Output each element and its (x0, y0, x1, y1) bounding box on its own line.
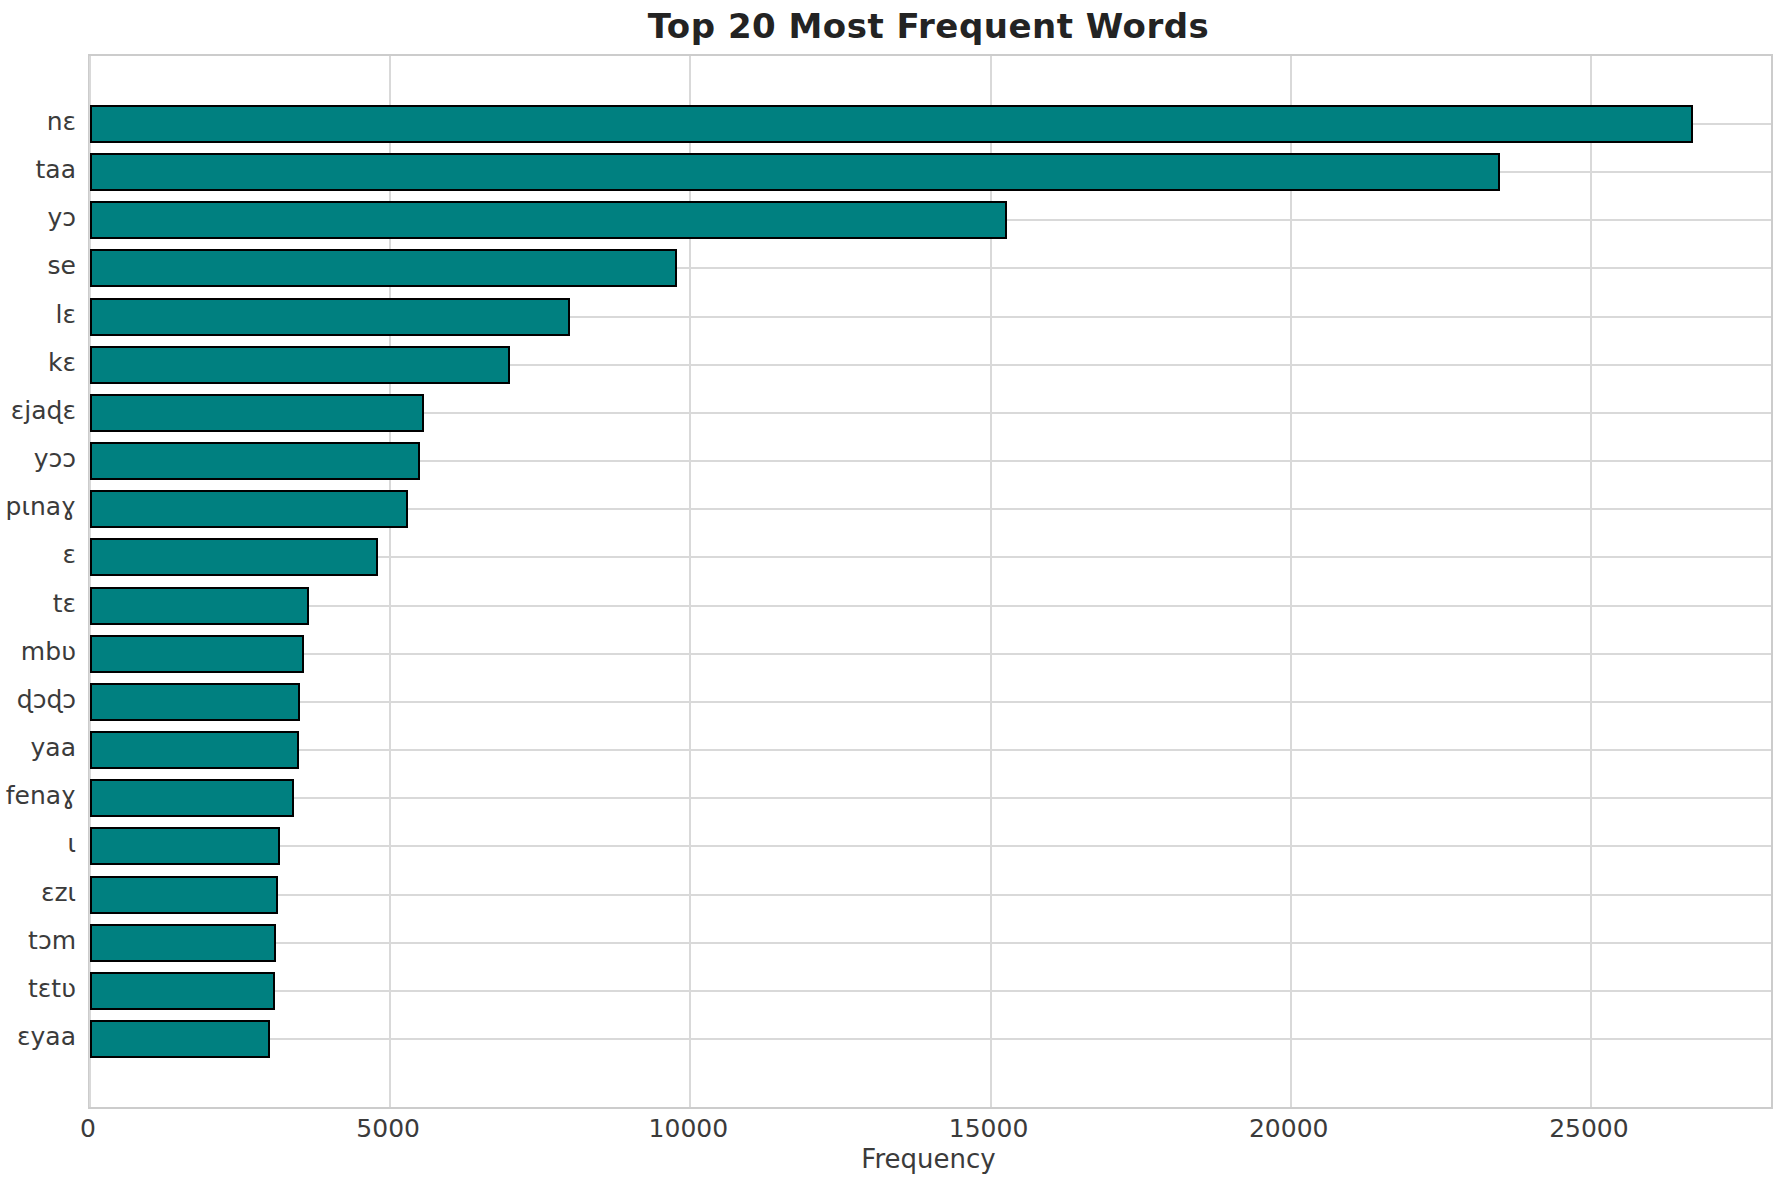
x-tick-label: 5000 (308, 1114, 468, 1143)
bar (90, 153, 1500, 191)
y-tick-label: se (0, 250, 76, 282)
y-tick-label: taa (0, 154, 76, 186)
bar (90, 201, 1007, 239)
plot-area (88, 54, 1773, 1109)
bar-chart-figure: Top 20 Most Frequent Words nɛ taa yɔ se lɛ kɛ… (0, 0, 1784, 1185)
bar (90, 876, 278, 914)
bar (90, 587, 309, 625)
bar (90, 1020, 270, 1058)
bar (90, 924, 276, 962)
bar (90, 249, 677, 287)
y-tick-label: tɛ (0, 588, 76, 620)
y-tick-label: yɔɔ (0, 443, 76, 475)
gridline-horizontal (90, 653, 1771, 655)
bar (90, 779, 294, 817)
gridline-horizontal (90, 1038, 1771, 1040)
bar (90, 298, 570, 336)
y-tick-label: ɖɔɖɔ (0, 684, 76, 716)
y-tick-label: lɛ (0, 299, 76, 331)
y-tick-label: kɛ (0, 347, 76, 379)
gridline-horizontal (90, 605, 1771, 607)
gridline-vertical (1590, 56, 1592, 1107)
y-tick-label: nɛ (0, 106, 76, 138)
y-tick-label: ɩ (0, 828, 76, 860)
bar (90, 731, 299, 769)
bar (90, 105, 1693, 143)
bar (90, 827, 280, 865)
y-tick-label: tɔm (0, 925, 76, 957)
gridline-horizontal (90, 749, 1771, 751)
y-tick-label: tɛtʋ (0, 973, 76, 1005)
bar (90, 972, 275, 1010)
bar (90, 538, 378, 576)
x-axis-label: Frequency (88, 1144, 1769, 1174)
bar (90, 490, 408, 528)
bar (90, 442, 420, 480)
bar (90, 683, 300, 721)
y-tick-label: mbʋ (0, 636, 76, 668)
bar (90, 346, 510, 384)
chart-title: Top 20 Most Frequent Words (88, 6, 1769, 46)
y-tick-label: pɩnaɣ (0, 491, 76, 523)
y-tick-label: ɛ (0, 539, 76, 571)
gridline-horizontal (90, 845, 1771, 847)
gridline-horizontal (90, 894, 1771, 896)
bar (90, 394, 424, 432)
y-tick-label: ɛjaɖɛ (0, 395, 76, 427)
x-tick-label: 20000 (1209, 1114, 1369, 1143)
y-tick-label: ɛzɩ (0, 877, 76, 909)
x-tick-label: 25000 (1509, 1114, 1669, 1143)
y-tick-label: ɛyaa (0, 1021, 76, 1053)
x-tick-label: 0 (8, 1114, 168, 1143)
gridline-horizontal (90, 990, 1771, 992)
bar (90, 635, 304, 673)
y-tick-label: yaa (0, 732, 76, 764)
gridline-horizontal (90, 797, 1771, 799)
gridline-horizontal (90, 942, 1771, 944)
x-tick-label: 15000 (909, 1114, 1069, 1143)
x-tick-label: 10000 (608, 1114, 768, 1143)
y-tick-label: fenaɣ (0, 780, 76, 812)
gridline-vertical (1290, 56, 1292, 1107)
gridline-horizontal (90, 701, 1771, 703)
y-tick-label: yɔ (0, 202, 76, 234)
